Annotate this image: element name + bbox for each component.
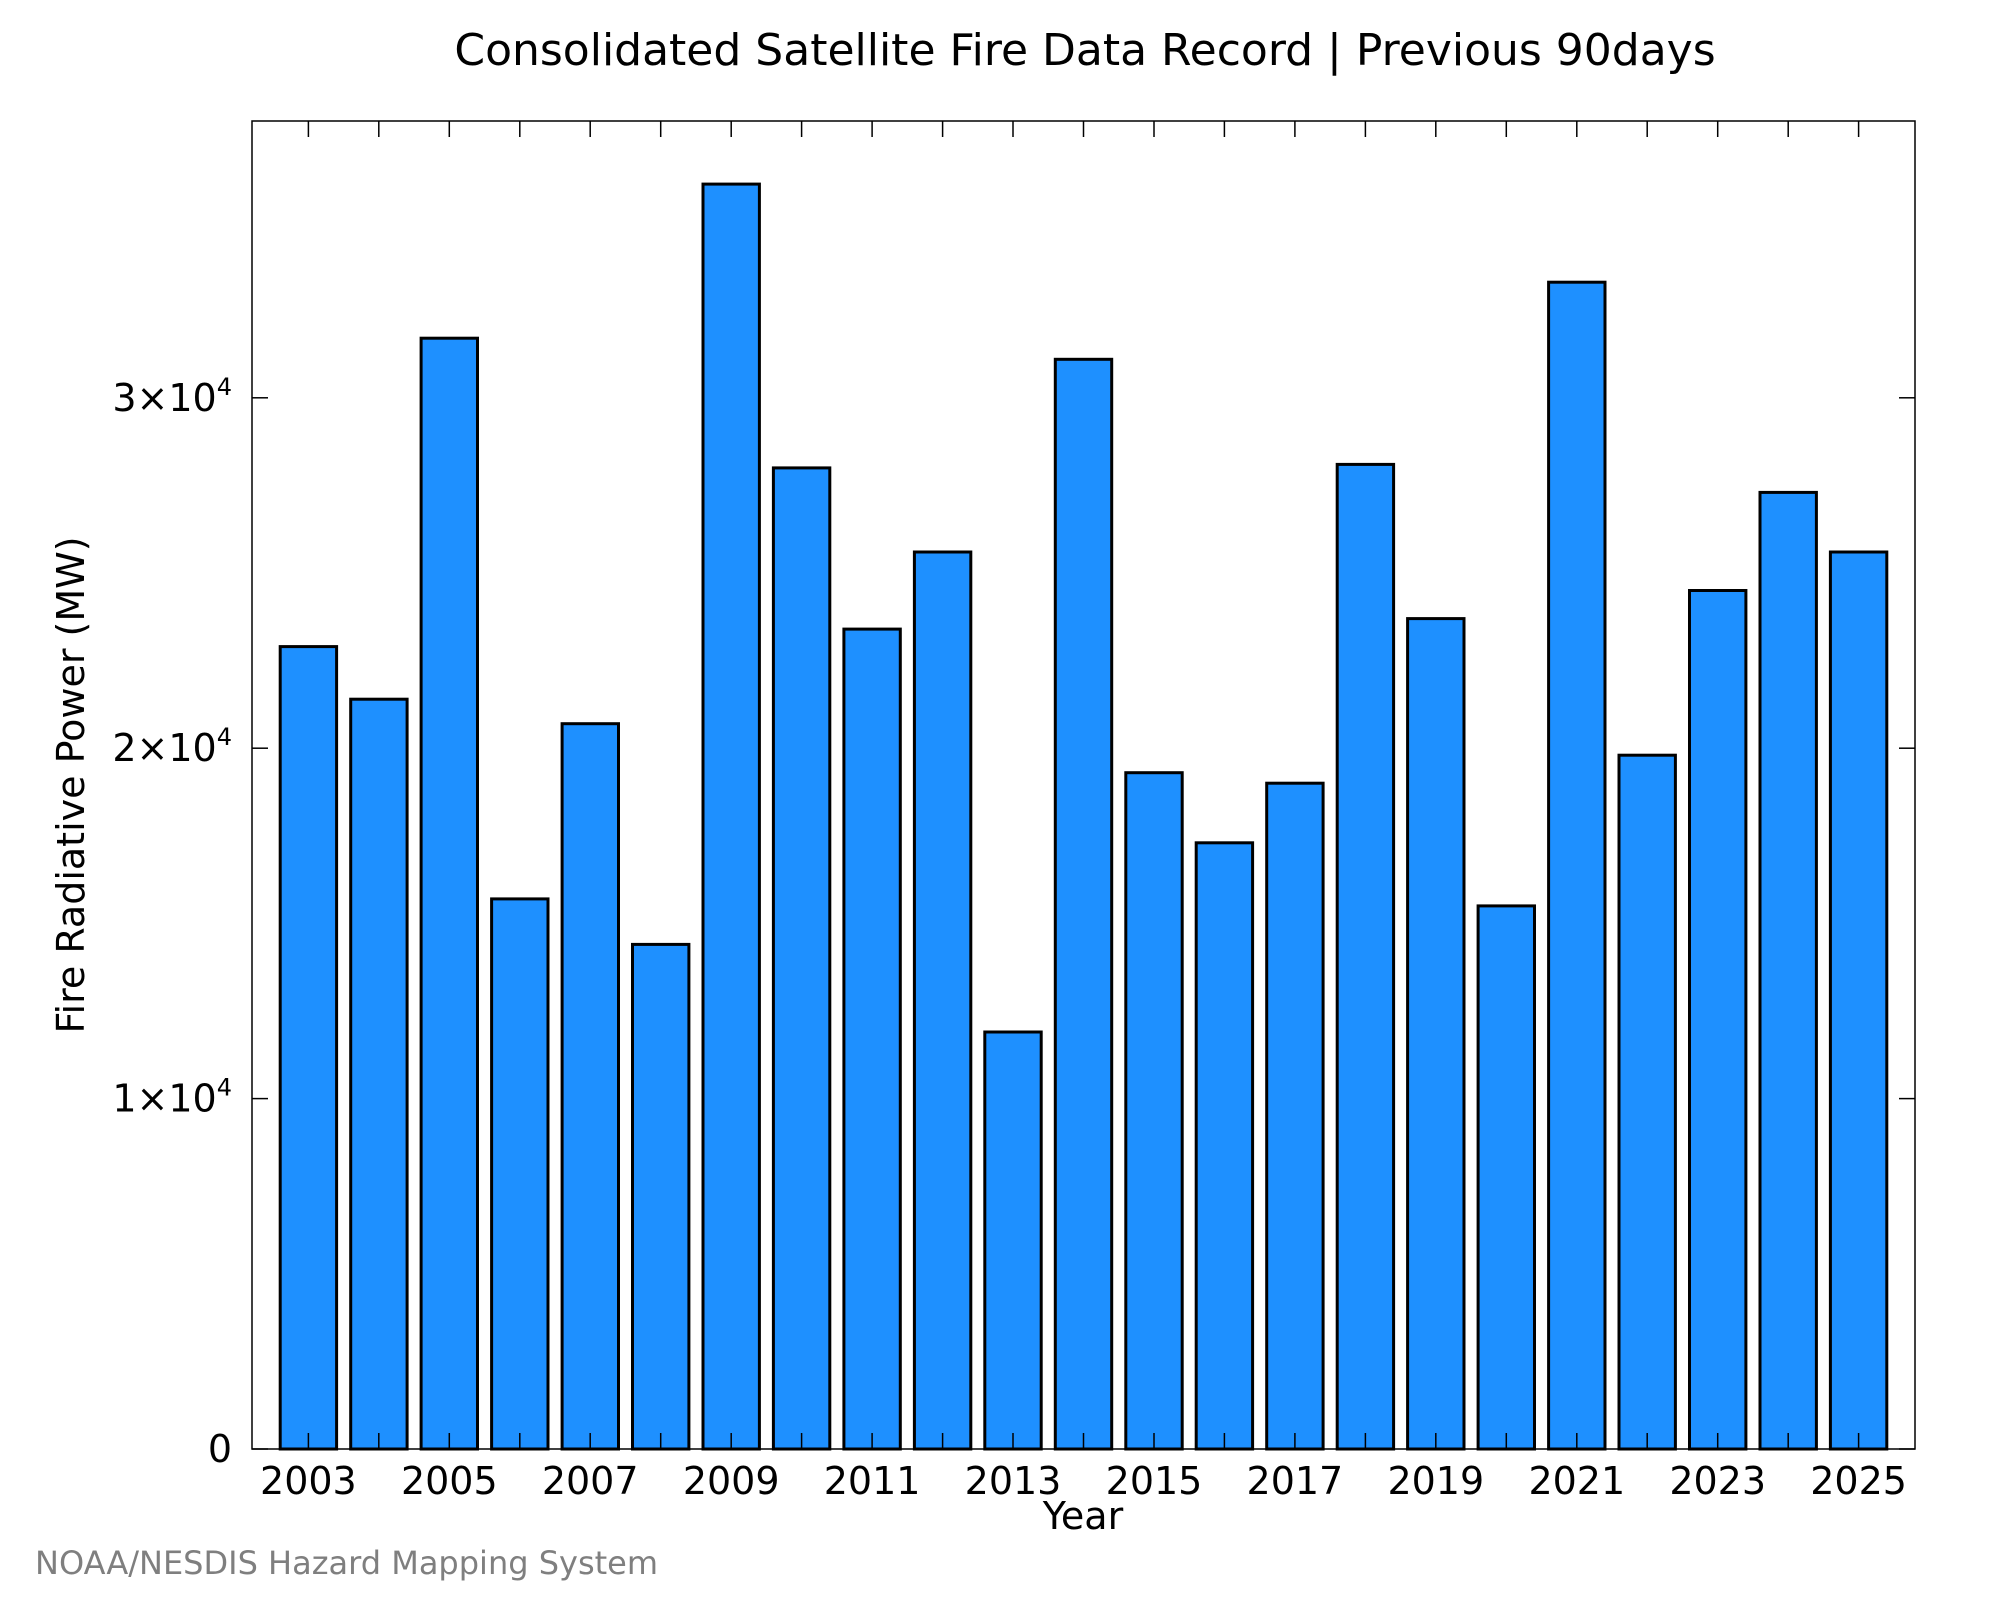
x-tick-label: 2021	[1528, 1459, 1625, 1503]
x-tick-label: 2005	[401, 1459, 498, 1503]
bar-2015	[1124, 771, 1184, 1451]
bar-2016	[1194, 841, 1255, 1451]
bar-2013	[983, 1030, 1043, 1451]
x-axis: 2003 2005 2007 2009 2011 2013 2015 2017 2019 2021…	[260, 121, 1907, 1503]
bar-2024	[1758, 490, 1818, 1451]
bar-2018	[1335, 462, 1396, 1451]
x-tick-label: 2019	[1387, 1459, 1484, 1503]
bar-2010	[771, 466, 832, 1451]
bar-2006	[490, 897, 550, 1451]
x-tick-label: 2013	[965, 1459, 1062, 1503]
bars	[278, 182, 1889, 1451]
bar-2011	[842, 627, 902, 1451]
credit-text: NOAA/NESDIS Hazard Mapping System	[35, 1544, 658, 1582]
y-tick-label: 3×104	[112, 373, 232, 420]
bar-2017	[1265, 781, 1325, 1451]
x-tick-label: 2025	[1810, 1459, 1907, 1503]
chart-title: Consolidated Satellite Fire Data Record …	[454, 25, 1715, 76]
bar-2021	[1547, 280, 1607, 1451]
x-tick-label: 2011	[824, 1459, 921, 1503]
bar-2025	[1828, 550, 1889, 1451]
bar-2022	[1617, 753, 1677, 1451]
bar-2004	[349, 697, 409, 1451]
bar-2007	[560, 722, 620, 1451]
y-tick-label: 1×104	[112, 1074, 232, 1121]
x-tick-label: 2009	[683, 1459, 780, 1503]
bar-2009	[701, 182, 761, 1451]
x-tick-label: 2007	[542, 1459, 639, 1503]
x-tick-label: 2015	[1106, 1459, 1203, 1503]
bar-2020	[1476, 904, 1536, 1451]
y-tick-label: 2×104	[112, 723, 232, 770]
bar-2023	[1688, 589, 1748, 1451]
y-tick-label: 0	[208, 1427, 232, 1471]
x-tick-label: 2017	[1247, 1459, 1344, 1503]
x-axis-label: Year	[1042, 1494, 1124, 1538]
y-axis-label: Fire Radiative Power (MW)	[49, 536, 93, 1033]
y-axis: 0 1×104 2×104 3×104	[112, 373, 1915, 1471]
bar-2008	[631, 942, 691, 1451]
bar-2005	[419, 336, 480, 1451]
bar-2003	[278, 645, 339, 1451]
x-tick-label: 2003	[260, 1459, 357, 1503]
bar-2012	[912, 550, 973, 1451]
bar-2019	[1406, 617, 1466, 1451]
bar-2014	[1053, 357, 1114, 1451]
x-tick-label: 2023	[1669, 1459, 1766, 1503]
